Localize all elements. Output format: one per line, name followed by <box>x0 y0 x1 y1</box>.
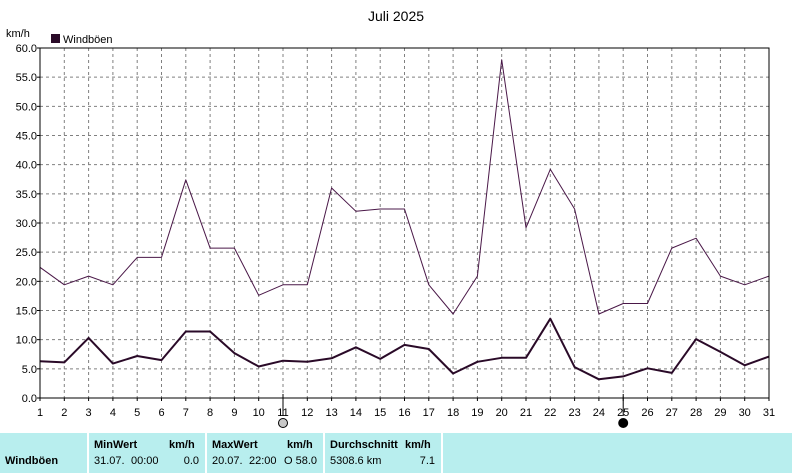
y-tick-label: 5.0 <box>22 364 37 376</box>
avg-distance: 5308.6 km <box>330 455 382 467</box>
x-tick-label: 24 <box>593 407 605 419</box>
min-unit: km/h <box>169 439 195 451</box>
statistics-footer: Windböen MinWert km/h 31.07. 00:00 0.0 M… <box>0 431 792 473</box>
grid <box>40 48 769 398</box>
series-line-max <box>39 59 770 315</box>
avg-unit: km/h <box>405 439 431 451</box>
max-title: MaxWert <box>212 439 258 451</box>
min-date: 31.07. <box>94 455 125 467</box>
chart-title: Juli 2025 <box>368 8 424 24</box>
avg-title: Durchschnitt <box>330 439 398 451</box>
x-tick-label: 20 <box>496 407 508 419</box>
x-tick-label: 4 <box>110 407 116 419</box>
stats-row-label: Windböen <box>5 455 59 467</box>
empty-cell <box>443 433 792 473</box>
x-tick-label: 1 <box>37 407 43 419</box>
min-time: 00:00 <box>131 455 159 467</box>
moon-markers <box>278 394 629 428</box>
full-moon-icon <box>618 418 629 428</box>
y-tick-label: 15.0 <box>16 306 37 318</box>
max-direction: O <box>284 455 293 467</box>
average-cell: Durchschnitt km/h 5308.6 km 7.1 <box>325 433 441 473</box>
max-value-cell: MaxWert km/h 20.07. 22:00 O 58.0 <box>207 433 323 473</box>
x-tick-label: 26 <box>641 407 653 419</box>
y-tick-label: 60.0 <box>16 43 37 55</box>
min-title: MinWert <box>94 439 138 451</box>
max-date: 20.07. <box>212 455 243 467</box>
y-tick-label: 40.0 <box>16 160 37 172</box>
x-tick-label: 8 <box>207 407 213 419</box>
stats-row-label-cell: Windböen <box>0 433 87 473</box>
plot-frame <box>39 47 770 399</box>
x-tick-label: 16 <box>398 407 410 419</box>
y-axis: 0.0 5.0 10.0 15.0 20.0 25.0 30.0 35.0 40.0 45.0 50… <box>16 43 40 405</box>
x-tick-label: 13 <box>325 407 337 419</box>
max-value: 58.0 <box>295 455 317 467</box>
y-tick-label: 35.0 <box>16 189 37 201</box>
x-tick-label: 5 <box>134 407 140 419</box>
x-tick-label: 12 <box>301 407 313 419</box>
y-tick-label: 50.0 <box>16 101 37 113</box>
y-tick-label: 25.0 <box>16 247 37 259</box>
series-layer <box>39 59 770 381</box>
y-tick-label: 10.0 <box>16 335 37 347</box>
series-line-avg <box>39 317 770 381</box>
x-tick-label: 6 <box>158 407 164 419</box>
x-tick-label: 14 <box>350 407 362 419</box>
legend-swatch <box>51 34 60 43</box>
max-unit: km/h <box>287 439 313 451</box>
x-tick-label: 27 <box>666 407 678 419</box>
new-moon-icon <box>278 418 288 428</box>
legend-label: Windböen <box>63 34 113 46</box>
x-tick-label: 22 <box>544 407 556 419</box>
y-tick-label: 0.0 <box>22 393 37 405</box>
x-tick-label: 2 <box>61 407 67 419</box>
min-value-cell: MinWert km/h 31.07. 00:00 0.0 <box>89 433 205 473</box>
avg-value: 7.1 <box>419 455 435 467</box>
x-tick-label: 9 <box>231 407 237 419</box>
y-tick-label: 20.0 <box>16 276 37 288</box>
wind-chart: Juli 2025 km/h Windböen 0.05.010.015.020… <box>6 8 775 428</box>
x-tick-label: 28 <box>690 407 702 419</box>
y-tick-label: 30.0 <box>16 218 37 230</box>
x-tick-label: 23 <box>568 407 580 419</box>
max-time: 22:00 <box>249 455 277 467</box>
x-tick-label: 31 <box>763 407 775 419</box>
x-tick-label: 29 <box>714 407 726 419</box>
x-tick-label: 7 <box>183 407 189 419</box>
x-axis: 1 2 3 4 5 6 7 8 9 10 11 12 13 14 15 16 17 18 19 20 21 22 23 24 2… <box>37 398 775 419</box>
x-tick-label: 15 <box>374 407 386 419</box>
min-value: 0.0 <box>183 455 199 467</box>
x-tick-label: 19 <box>471 407 483 419</box>
x-tick-label: 3 <box>86 407 92 419</box>
x-tick-label: 18 <box>447 407 459 419</box>
y-tick-label: 45.0 <box>16 131 37 143</box>
x-tick-label: 21 <box>520 407 532 419</box>
x-tick-label: 30 <box>739 407 751 419</box>
x-tick-label: 10 <box>253 407 265 419</box>
x-tick-label: 17 <box>423 407 435 419</box>
y-axis-unit: km/h <box>6 28 30 40</box>
y-tick-label: 55.0 <box>16 72 37 84</box>
